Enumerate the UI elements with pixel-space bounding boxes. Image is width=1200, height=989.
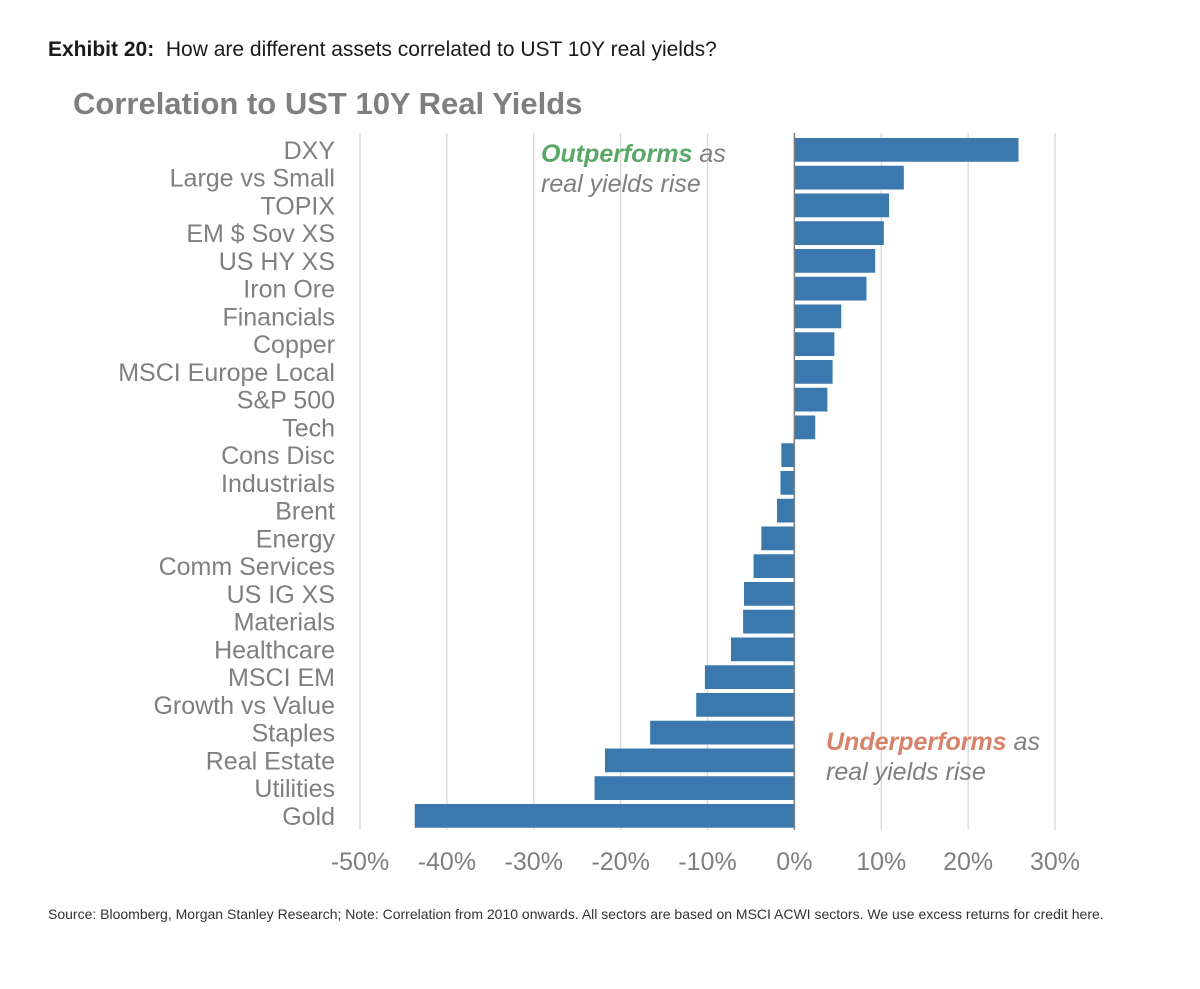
category-label: US HY XS [219, 248, 335, 276]
x-tick-label: 20% [943, 848, 993, 876]
category-label: MSCI EM [228, 664, 335, 692]
x-tick-label: -20% [591, 848, 649, 876]
category-label: Growth vs Value [153, 692, 335, 720]
x-tick-label: 10% [856, 848, 906, 876]
bars [414, 138, 1019, 828]
exhibit-label: Exhibit 20: [48, 38, 155, 61]
bar [794, 249, 876, 273]
source-note: Source: Bloomberg, Morgan Stanley Resear… [48, 906, 1104, 922]
category-label: Materials [234, 609, 335, 637]
exhibit-caption: Exhibit 20: How are different assets cor… [48, 38, 717, 62]
bar [794, 138, 1019, 162]
x-tick-label: -30% [505, 848, 563, 876]
bar [696, 693, 795, 717]
x-tick-label: 30% [1030, 848, 1080, 876]
category-label: Cons Disc [221, 442, 335, 470]
annotation-underperforms-highlight: Underperforms [826, 728, 1007, 756]
category-label: Healthcare [214, 636, 335, 664]
category-label: Real Estate [206, 747, 335, 775]
category-label: Energy [256, 525, 336, 553]
x-tick-label: 0% [776, 848, 812, 876]
annotation-underperforms-as: as [1006, 728, 1040, 756]
category-label: Large vs Small [170, 165, 335, 193]
bar [781, 443, 795, 467]
bar [780, 471, 795, 495]
category-label: Tech [282, 414, 335, 442]
category-label: EM $ Sov XS [186, 220, 335, 248]
category-label: MSCI Europe Local [118, 359, 335, 387]
category-label: Staples [252, 720, 335, 748]
bar [594, 776, 795, 800]
x-tick-labels: -50% -40% -30% -20% -10% 0% 10% 20% 30% [331, 848, 1080, 876]
bar [650, 720, 795, 745]
category-label: Utilities [254, 775, 335, 803]
annotation-underperforms: Underperforms as real yields rise [826, 727, 1040, 787]
bar [604, 748, 795, 773]
annotation-underperforms-line2: real yields rise [826, 758, 986, 786]
bar [414, 804, 795, 828]
bar [794, 304, 842, 329]
x-tick-label: -10% [678, 848, 736, 876]
annotation-outperforms-highlight: Outperforms [541, 140, 693, 168]
category-label: Gold [282, 803, 335, 831]
bar [794, 360, 833, 384]
category-label: Comm Services [159, 553, 335, 581]
x-tick-label: -40% [418, 848, 476, 876]
x-tick-label: -50% [331, 848, 389, 876]
bar [794, 165, 904, 190]
bar [730, 637, 795, 662]
category-label: Iron Ore [243, 276, 335, 304]
bar [777, 498, 795, 523]
category-label: Brent [275, 498, 335, 526]
category-label: Industrials [221, 470, 335, 498]
bar [794, 332, 835, 356]
category-label: Copper [253, 331, 335, 359]
category-label: US IG XS [227, 581, 335, 609]
bar [794, 387, 828, 412]
category-label: TOPIX [260, 192, 335, 220]
annotation-outperforms-line2: real yields rise [541, 170, 701, 198]
category-label: Financials [222, 303, 335, 331]
bar [761, 526, 795, 551]
bar [794, 276, 867, 301]
bar [794, 193, 890, 218]
bar [753, 554, 795, 578]
category-label: DXY [284, 137, 336, 165]
chart-title: Correlation to UST 10Y Real Yields [73, 86, 583, 121]
bar [794, 415, 816, 440]
annotation-outperforms: Outperforms as real yields rise [541, 139, 726, 199]
bar [743, 609, 795, 634]
category-label: S&P 500 [237, 387, 335, 415]
bar [743, 582, 795, 606]
exhibit-question: How are different assets correlated to U… [165, 38, 717, 61]
bar [794, 221, 884, 245]
annotation-outperforms-as: as [692, 140, 726, 168]
bar [704, 665, 795, 689]
